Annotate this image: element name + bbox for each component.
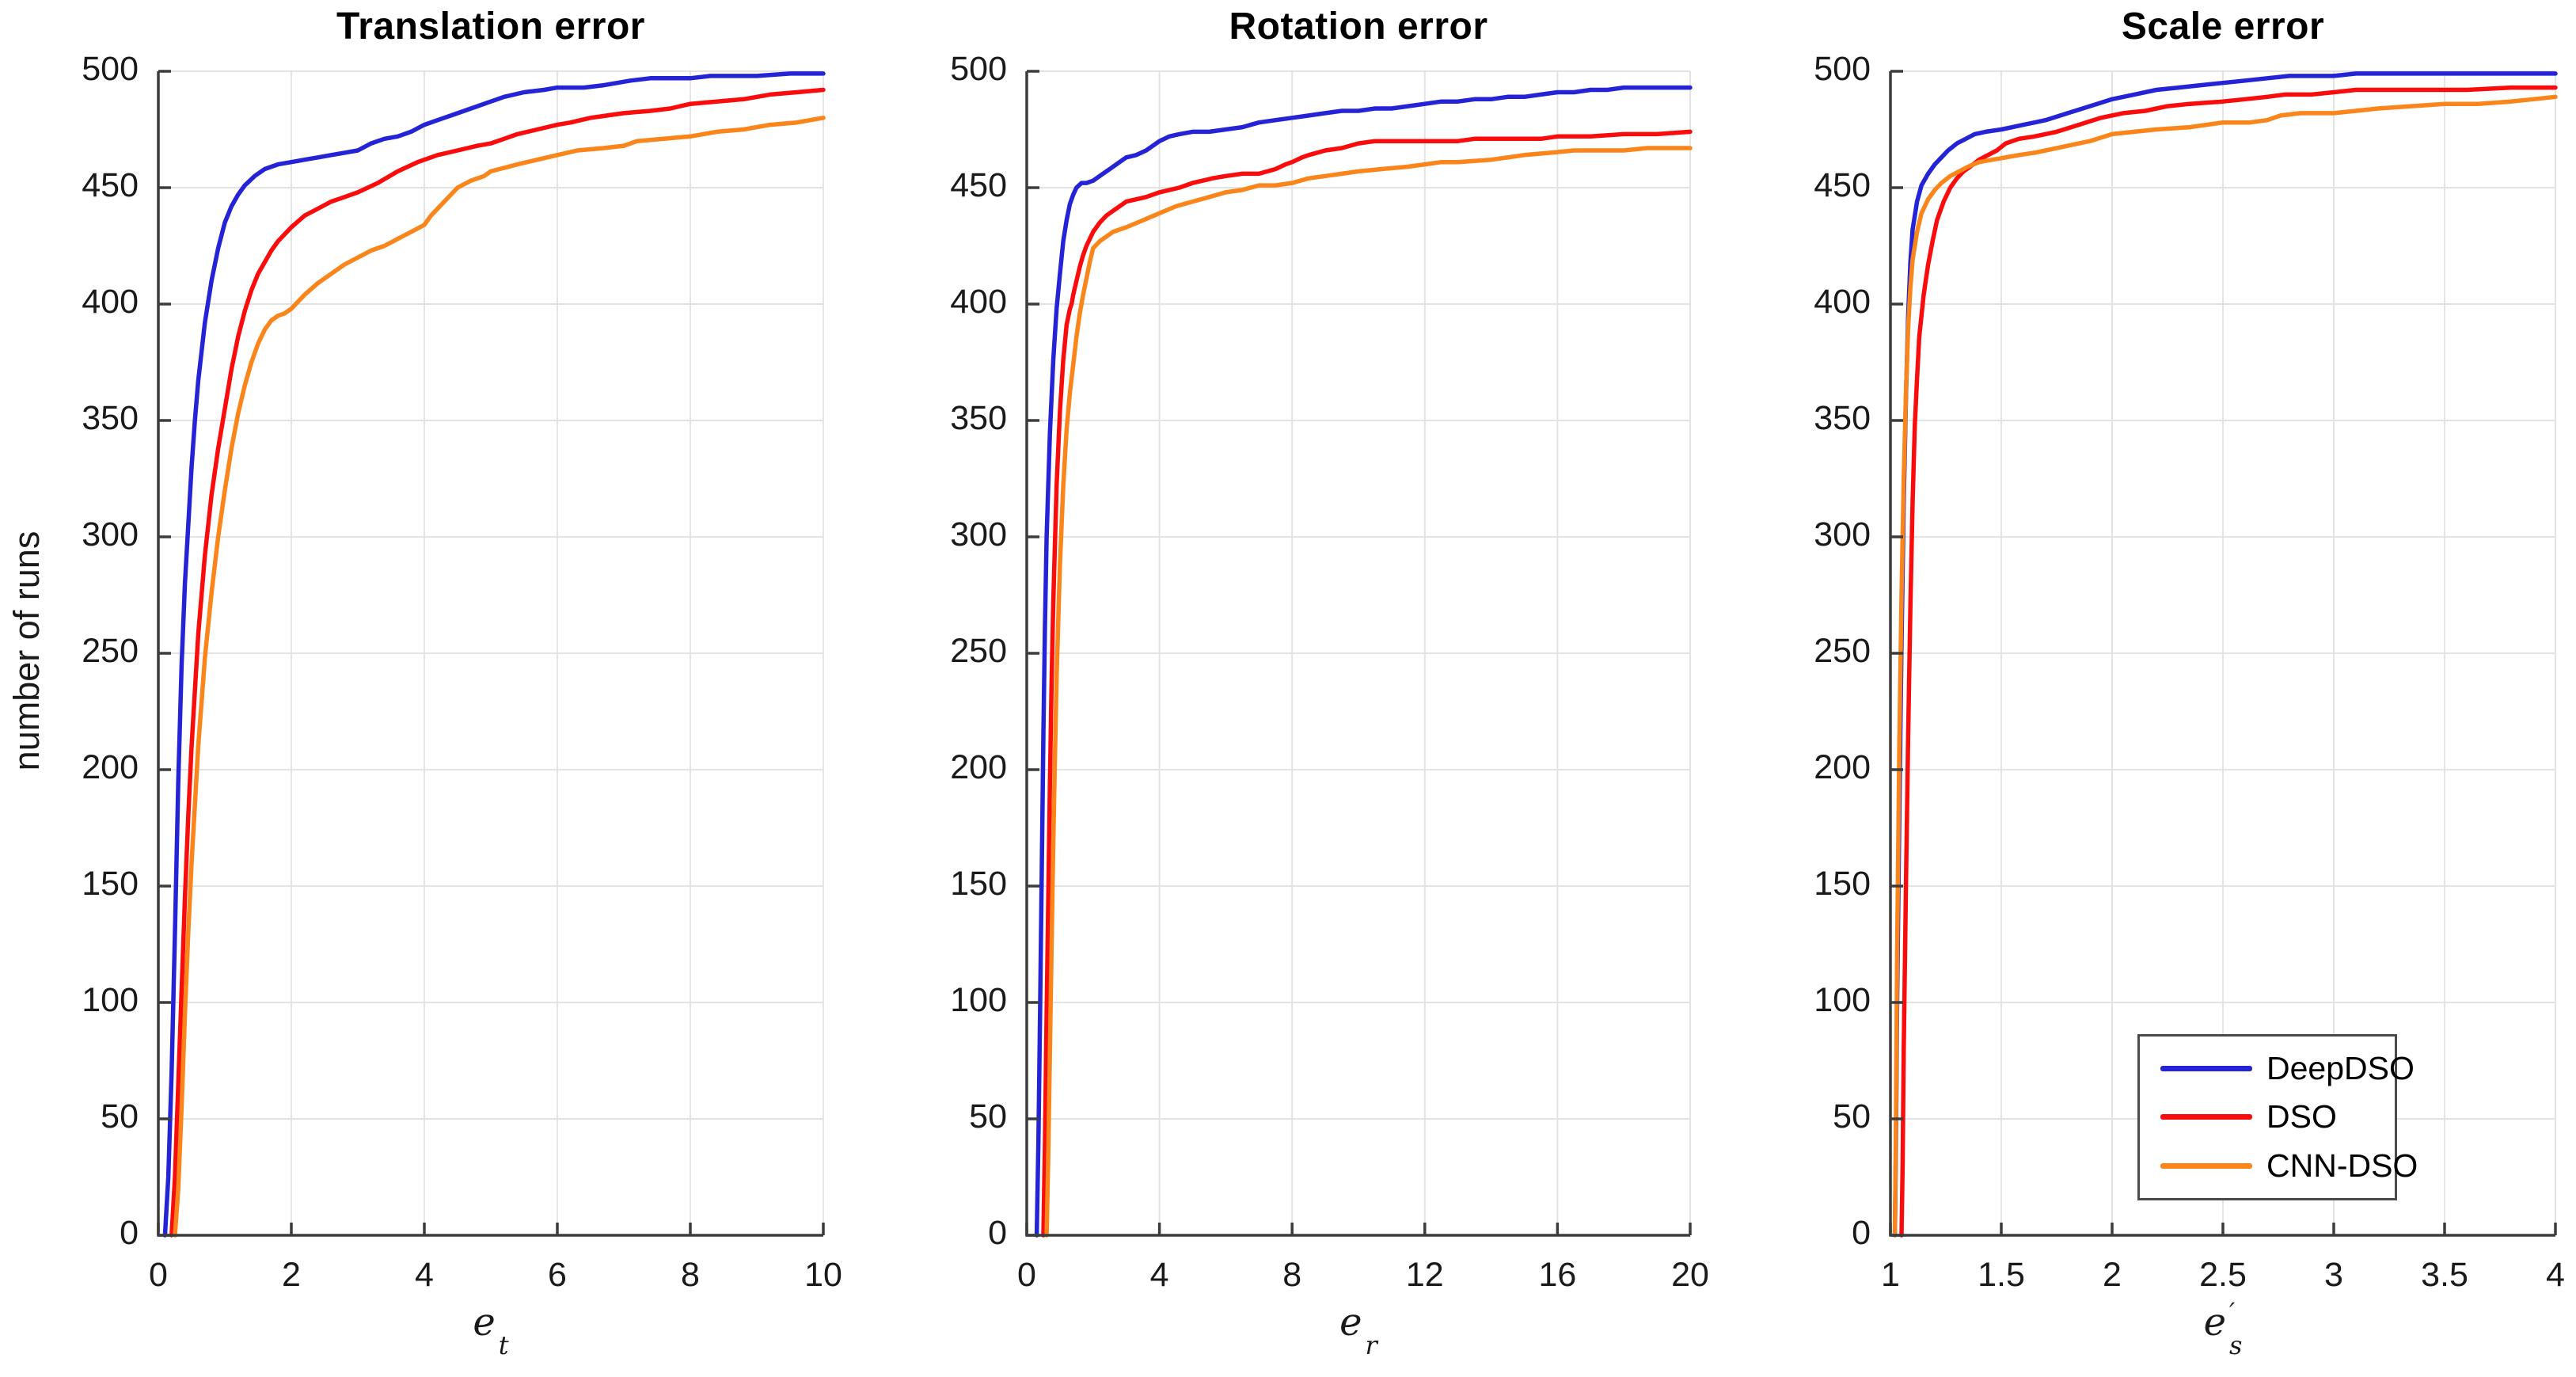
y-tick-label: 100 [950, 981, 1007, 1019]
series-line-cnn-dso [173, 116, 826, 1238]
y-tick-label: 250 [1814, 632, 1871, 670]
y-tick-label: 400 [82, 283, 139, 321]
y-tick-label: 0 [988, 1214, 1007, 1252]
x-tick-label: 2 [282, 1256, 301, 1294]
x-tick-label: 2.5 [2199, 1256, 2247, 1294]
y-tick-label: 400 [1814, 283, 1871, 321]
legend-label: CNN-DSO [2266, 1147, 2418, 1184]
y-tick-label: 100 [1814, 981, 1871, 1019]
x-label-subscript: s [2228, 1330, 2243, 1360]
x-label-script: ′ s [2228, 1297, 2243, 1360]
x-tick-label: 0 [149, 1256, 168, 1294]
y-tick-label: 50 [1833, 1097, 1871, 1135]
y-tick-label: 200 [1814, 748, 1871, 786]
x-tick-label: 1.5 [1978, 1256, 2025, 1294]
series-line-dso [1041, 129, 1693, 1238]
y-tick-label: 50 [969, 1097, 1007, 1135]
x-tick-label: 2 [2103, 1256, 2122, 1294]
legend: DeepDSO DSO CNN-DSO [2137, 1034, 2418, 1200]
y-tick-label: 300 [1814, 515, 1871, 553]
x-label-script: r [1365, 1300, 1377, 1360]
y-tick-label: 350 [950, 399, 1007, 437]
y-tick-label: 250 [950, 632, 1007, 670]
x-tick-label: 3.5 [2421, 1256, 2468, 1294]
x-tick-label: 0 [1017, 1256, 1036, 1294]
series-line-deepdso [162, 71, 826, 1238]
legend-label: DeepDSO [2266, 1050, 2415, 1087]
x-tick-label: 6 [548, 1256, 567, 1294]
x-tick-label: 4 [1149, 1256, 1169, 1294]
series-line-dso [169, 87, 826, 1238]
x-tick-label: 4 [415, 1256, 434, 1294]
x-tick-label: 8 [1282, 1256, 1302, 1294]
x-label-subscript: t [498, 1330, 509, 1360]
x-axis-label-scale: e ′ s [2120, 1297, 2326, 1360]
legend-item-dso: DSO [2140, 1098, 2395, 1135]
x-tick-label: 1 [1881, 1256, 1900, 1294]
y-tick-label: 350 [1814, 399, 1871, 437]
y-tick-label: 100 [82, 981, 139, 1019]
y-tick-label: 200 [950, 748, 1007, 786]
x-label-base: e [1339, 1300, 1362, 1345]
x-tick-label: 8 [681, 1256, 700, 1294]
x-label-prime: ′ [2228, 1297, 2236, 1327]
y-tick-label: 50 [101, 1097, 139, 1135]
x-tick-label: 10 [804, 1256, 842, 1294]
series-line-cnn-dso [1892, 94, 2558, 1238]
chart-title-scale: Scale error [2121, 6, 2325, 48]
y-tick-label: 300 [950, 515, 1007, 553]
y-tick-label: 450 [950, 166, 1007, 204]
y-tick-label: 0 [1852, 1214, 1871, 1252]
y-tick-label: 150 [82, 865, 139, 903]
legend-label: DSO [2266, 1098, 2337, 1135]
legend-line-sample [2160, 1066, 2252, 1072]
x-tick-label: 12 [1405, 1256, 1444, 1294]
y-tick-label: 500 [950, 50, 1007, 88]
x-label-base: e [2203, 1300, 2226, 1345]
y-tick-label: 150 [1814, 865, 1871, 903]
legend-line-sample [2160, 1162, 2252, 1169]
y-tick-label: 250 [82, 632, 139, 670]
chart-title-rotation: Rotation error [1229, 6, 1488, 48]
y-tick-label: 500 [82, 50, 139, 88]
x-tick-label: 4 [2546, 1256, 2565, 1294]
series-line-cnn-dso [1044, 146, 1693, 1238]
x-label-subscript: r [1365, 1330, 1377, 1360]
y-tick-label: 150 [950, 865, 1007, 903]
y-tick-label: 300 [82, 515, 139, 553]
x-tick-label: 3 [2324, 1256, 2343, 1294]
legend-item-cnn-dso: CNN-DSO [2140, 1147, 2418, 1185]
x-label-script: t [498, 1300, 509, 1360]
x-tick-label: 20 [1671, 1256, 1709, 1294]
y-tick-label: 450 [82, 166, 139, 204]
y-tick-label: 400 [950, 283, 1007, 321]
y-tick-label: 500 [1814, 50, 1871, 88]
chart-title-translation: Translation error [336, 6, 645, 48]
x-label-base: e [473, 1300, 496, 1345]
series-line-dso [1899, 85, 2558, 1238]
legend-line-sample [2160, 1114, 2252, 1120]
legend-item-deepdso: DeepDSO [2140, 1050, 2415, 1087]
y-tick-label: 350 [82, 399, 139, 437]
series-line-deepdso [1034, 85, 1693, 1238]
x-tick-label: 16 [1538, 1256, 1577, 1294]
y-tick-label: 450 [1814, 166, 1871, 204]
y-tick-label: 0 [120, 1214, 139, 1252]
y-tick-label: 200 [82, 748, 139, 786]
